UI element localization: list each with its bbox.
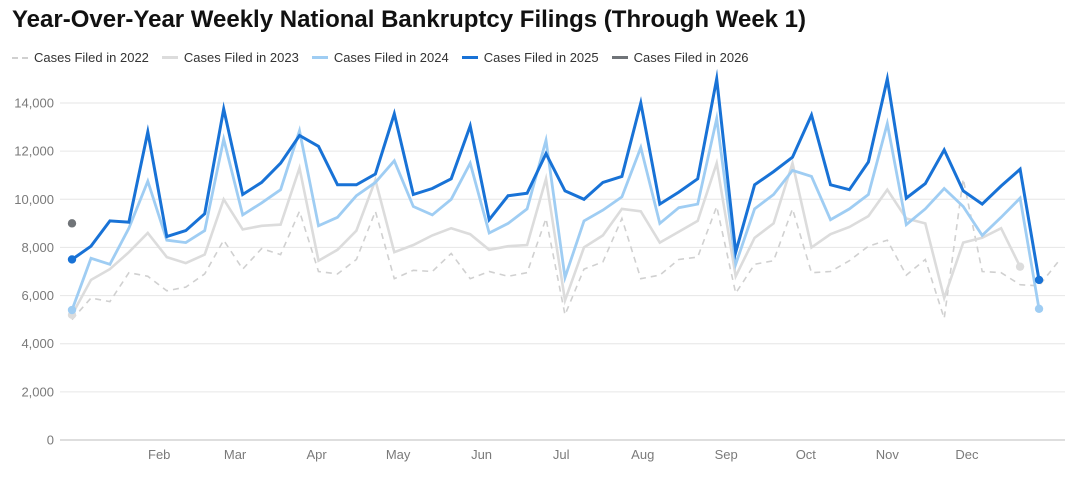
- y-tick-label: 0: [47, 433, 54, 448]
- x-axis-ticks: Feb Mar Apr May Jun Jul Aug Sep Oct Nov Dec: [148, 447, 979, 462]
- legend-label-2024: Cases Filed in 2024: [333, 50, 449, 65]
- x-tick-label-feb: Feb: [148, 447, 170, 462]
- x-tick-label-sep: Sep: [715, 447, 738, 462]
- x-tick-label-oct: Oct: [796, 447, 817, 462]
- series-marker-2026-start[interactable]: [67, 219, 77, 228]
- legend-item-2026[interactable]: Cases Filed in 2026: [611, 50, 749, 65]
- x-tick-label-may: May: [386, 447, 411, 462]
- y-tick-label: 12,000: [14, 144, 54, 159]
- legend-label-2022: Cases Filed in 2022: [34, 50, 149, 65]
- legend-swatch-2023: [161, 56, 178, 59]
- series-endpoints: [67, 219, 1044, 320]
- x-tick-label-dec: Dec: [955, 447, 979, 462]
- series-marker-2024-start[interactable]: [67, 305, 77, 315]
- series-line-2024[interactable]: [70, 110, 1041, 311]
- y-tick-label: 6,000: [21, 288, 54, 303]
- series-marker-2024-end[interactable]: [1034, 304, 1044, 314]
- y-tick-label: 8,000: [21, 240, 54, 255]
- chart-title: Year-Over-Year Weekly National Bankruptc…: [12, 6, 807, 33]
- y-tick-label: 10,000: [14, 192, 54, 207]
- x-tick-label-jul: Jul: [553, 447, 570, 462]
- y-tick-label: 2,000: [21, 384, 54, 399]
- legend-item-2025[interactable]: Cases Filed in 2025: [461, 50, 599, 65]
- y-tick-label: 14,000: [14, 96, 54, 111]
- legend-label-2026: Cases Filed in 2026: [633, 50, 749, 65]
- x-tick-label-nov: Nov: [876, 447, 900, 462]
- series-line-2025[interactable]: [71, 68, 1041, 281]
- legend-label-2023: Cases Filed in 2023: [183, 50, 299, 65]
- series-lines: [70, 68, 1059, 323]
- y-tick-label: 4,000: [21, 336, 54, 351]
- legend-item-2024[interactable]: Cases Filed in 2024: [311, 50, 449, 65]
- series-marker-2025-start[interactable]: [67, 255, 77, 264]
- series-marker-2023-end[interactable]: [1015, 262, 1025, 271]
- legend-item-2022[interactable]: Cases Filed in 2022: [12, 50, 149, 65]
- legend-swatch-2025: [461, 56, 478, 59]
- series-line-2023[interactable]: [70, 157, 1022, 316]
- legend-swatch-2024: [311, 56, 328, 59]
- legend-label-2025: Cases Filed in 2025: [483, 50, 599, 65]
- x-tick-label-aug: Aug: [631, 447, 654, 462]
- legend-swatch-2026: [611, 56, 628, 59]
- legend: Cases Filed in 2022 Cases Filed in 2023 …: [12, 50, 762, 65]
- x-tick-label-jun: Jun: [471, 447, 492, 462]
- gridlines: [60, 102, 1065, 441]
- y-axis-ticks: 0 2,000 4,000 6,000 8,000 10,000 12,000 14,000: [14, 96, 54, 448]
- legend-item-2023[interactable]: Cases Filed in 2023: [161, 50, 299, 65]
- x-tick-label-mar: Mar: [224, 447, 247, 462]
- series-marker-2025-end[interactable]: [1034, 275, 1044, 285]
- legend-swatch-2022: [12, 56, 28, 59]
- x-tick-label-apr: Apr: [306, 447, 327, 462]
